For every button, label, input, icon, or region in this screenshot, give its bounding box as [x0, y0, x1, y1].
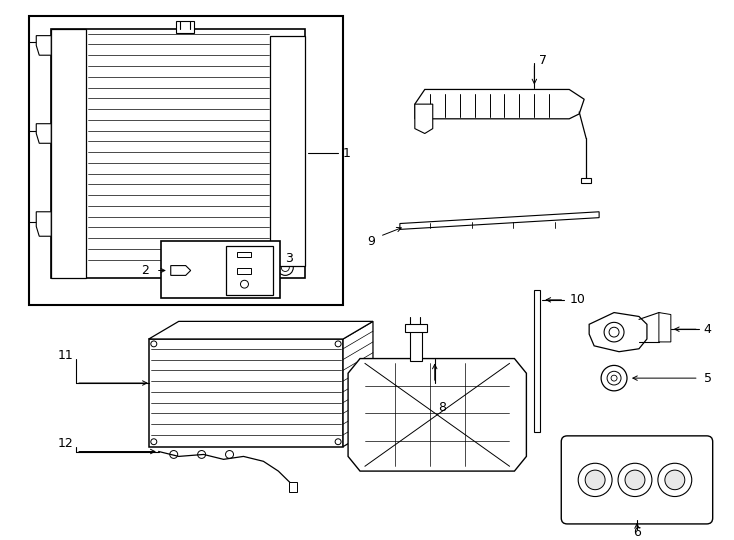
Polygon shape [659, 313, 671, 342]
Bar [410, 329, 422, 361]
Bar [238, 252, 252, 257]
Circle shape [618, 463, 652, 497]
Bar [149, 339, 343, 447]
Circle shape [585, 470, 605, 490]
Circle shape [658, 463, 691, 497]
Circle shape [281, 264, 289, 272]
Polygon shape [36, 124, 51, 143]
Circle shape [241, 280, 248, 288]
Text: 8: 8 [437, 401, 446, 414]
Circle shape [609, 327, 619, 337]
Text: 3: 3 [286, 252, 293, 265]
Circle shape [170, 450, 178, 458]
Bar [534, 290, 540, 432]
Bar [161, 241, 280, 298]
Circle shape [578, 463, 612, 497]
Circle shape [150, 439, 157, 444]
Bar [29, 16, 343, 305]
Text: 2: 2 [141, 264, 149, 277]
Text: 4: 4 [704, 323, 711, 336]
Circle shape [611, 375, 617, 381]
Text: 11: 11 [57, 349, 73, 362]
Polygon shape [36, 36, 51, 55]
Polygon shape [289, 482, 297, 491]
Circle shape [335, 439, 341, 444]
Polygon shape [589, 313, 647, 352]
Polygon shape [36, 212, 51, 236]
Polygon shape [415, 90, 584, 119]
Circle shape [601, 366, 627, 391]
Polygon shape [415, 104, 433, 133]
Bar [238, 267, 252, 274]
Text: 5: 5 [704, 372, 712, 384]
Bar [270, 36, 305, 266]
Polygon shape [343, 321, 373, 447]
Circle shape [607, 372, 621, 385]
Polygon shape [348, 359, 526, 471]
Polygon shape [400, 212, 599, 230]
Circle shape [665, 470, 685, 490]
Bar [175, 21, 194, 33]
Bar [581, 178, 591, 184]
Polygon shape [171, 266, 191, 275]
Bar [51, 29, 305, 278]
Circle shape [150, 341, 157, 347]
Circle shape [604, 322, 624, 342]
Bar [225, 246, 273, 295]
Circle shape [225, 450, 233, 458]
Text: 9: 9 [367, 235, 375, 248]
Bar [51, 29, 86, 278]
Circle shape [197, 450, 206, 458]
FancyBboxPatch shape [562, 436, 713, 524]
Text: 10: 10 [570, 293, 585, 306]
Polygon shape [149, 321, 373, 339]
Bar [405, 325, 426, 332]
Circle shape [277, 260, 294, 275]
Circle shape [335, 341, 341, 347]
Text: 12: 12 [57, 437, 73, 450]
Text: 7: 7 [539, 53, 548, 66]
Text: 6: 6 [633, 526, 641, 539]
Text: 1: 1 [343, 146, 351, 159]
Circle shape [625, 470, 645, 490]
